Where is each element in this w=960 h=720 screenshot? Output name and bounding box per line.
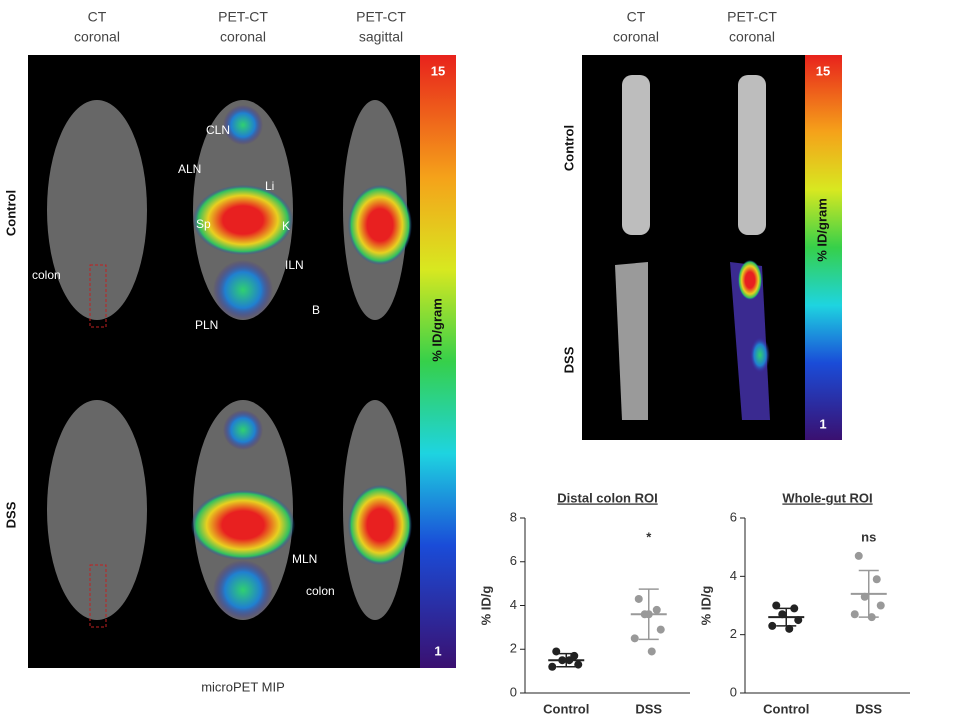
y-axis-label: % ID/g [698,586,713,626]
colorbar-max: 15 [816,63,830,78]
organ-label: Sp [196,217,211,231]
gut-image [582,55,842,440]
column-subtitle: coronal [74,29,120,45]
organ-label: MLN [292,552,317,566]
data-point [647,647,656,656]
significance-label: ns [861,529,876,544]
column-subtitle: coronal [729,29,775,45]
organ-label: B [312,303,320,317]
data-point [854,551,863,560]
significance-label: * [646,529,652,544]
column-subtitle: coronal [613,29,659,45]
organ-label: K [282,219,290,233]
row-label: DSS [3,501,18,528]
pet-image [28,55,456,668]
data-point [785,624,794,633]
organ-label: Li [265,179,274,193]
organ-label: ALN [178,162,201,176]
y-tick-label: 2 [730,626,737,641]
data-point [768,621,777,630]
row-label: Control [561,125,576,171]
data-point [656,625,665,634]
y-tick-label: 6 [510,553,517,568]
colorbar-min: 1 [819,416,826,431]
data-point [630,634,639,643]
colorbar-max: 15 [431,63,445,78]
x-tick-label: Control [763,701,809,716]
organ-label: colon [32,268,61,282]
x-tick-label: Control [543,701,589,716]
data-point [652,605,661,614]
column-title: PET-CT [727,9,777,25]
caption: microPET MIP [201,679,285,694]
data-point [876,601,885,610]
column-title: PET-CT [356,9,406,25]
y-tick-label: 4 [730,568,737,583]
data-point [872,575,881,584]
colorbar-label: % ID/gram [814,198,829,262]
colorbar-min: 1 [434,643,441,658]
organ-label: CLN [206,123,230,137]
chart-title: Whole-gut ROI [782,490,872,505]
data-point [548,662,557,671]
y-axis-label: % ID/g [478,586,493,626]
colorbar-label: % ID/gram [429,298,444,362]
column-subtitle: coronal [220,29,266,45]
data-point [772,601,781,610]
x-tick-label: DSS [635,701,662,716]
column-title: PET-CT [218,9,268,25]
y-tick-label: 8 [510,509,517,524]
y-tick-label: 0 [510,684,517,699]
column-title: CT [627,9,646,25]
column-title: CT [88,9,107,25]
chart-title: Distal colon ROI [557,490,657,505]
organ-label: ILN [285,258,304,272]
data-point [850,610,859,619]
x-tick-label: DSS [855,701,882,716]
data-point [634,594,643,603]
column-subtitle: sagittal [359,29,403,45]
organ-label: PLN [195,318,218,332]
y-tick-label: 0 [730,684,737,699]
y-tick-label: 4 [510,597,517,612]
row-label: Control [3,190,18,236]
organ-label: colon [306,584,335,598]
row-label: DSS [561,346,576,373]
y-tick-label: 6 [730,509,737,524]
y-tick-label: 2 [510,641,517,656]
